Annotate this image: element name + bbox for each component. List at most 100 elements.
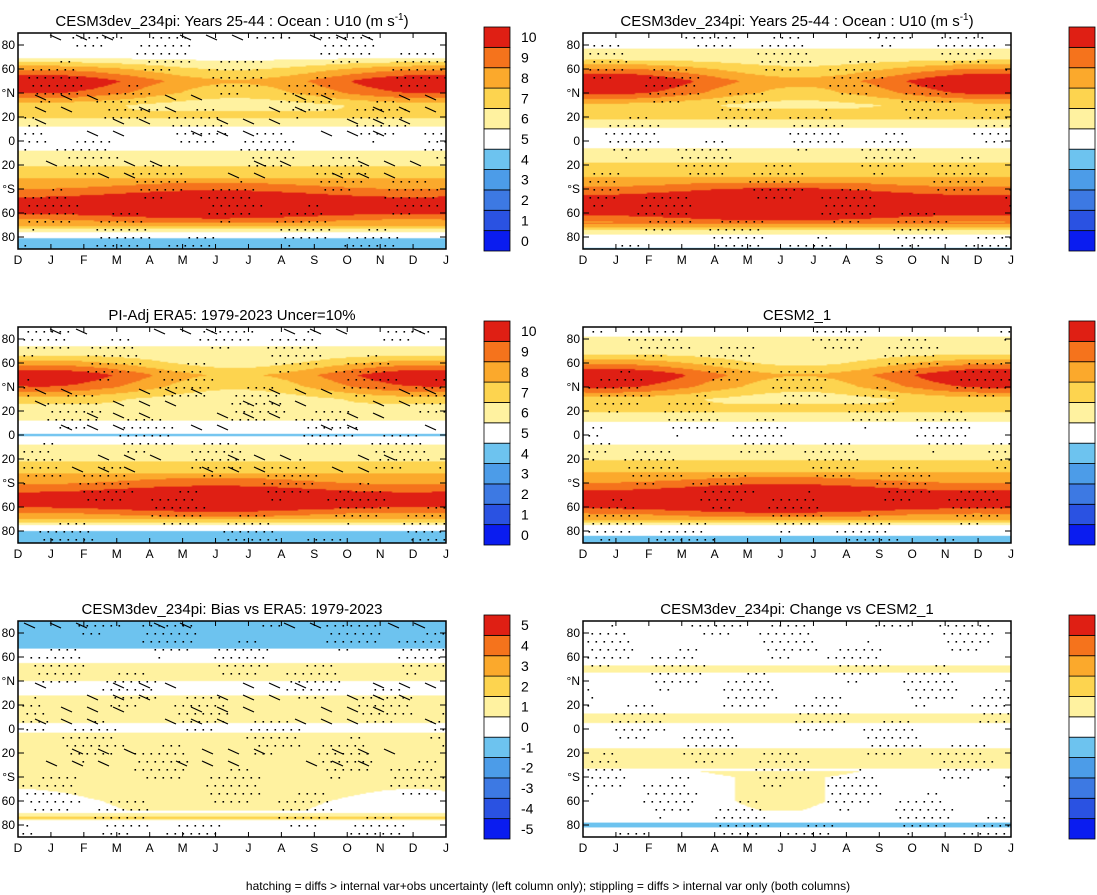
y-tick-label: 20 (567, 452, 581, 466)
x-tick-label: F (80, 253, 87, 267)
y-tick-label: 20 (567, 158, 581, 172)
colorbar-label: 5 (521, 425, 529, 441)
y-tick-label: 60 (2, 206, 16, 220)
colorbar-label: -4 (521, 800, 534, 816)
colorbar-swatch (1068, 189, 1096, 211)
x-tick-label: J (778, 253, 784, 267)
y-tick-label: 60 (567, 500, 581, 514)
hatching (34, 34, 437, 179)
panel-1: CESM3dev_234pi: Years 25-44 : Ocean : U1… (2, 12, 537, 267)
colorbar-swatch (1068, 46, 1096, 69)
y-tick-label: 80 (2, 626, 16, 640)
colorbar-swatch (483, 148, 511, 170)
y-tick-label: °S (567, 182, 580, 196)
colorbar-swatch (1068, 797, 1096, 820)
colorbar-label: 1 (521, 212, 529, 228)
x-tick-label: J (245, 841, 251, 855)
x-tick-label: J (48, 841, 54, 855)
colorbar-label: 2 (521, 486, 529, 502)
y-tick-label: 0 (8, 134, 15, 148)
y-tick-label: 20 (567, 404, 581, 418)
colorbar-swatch (483, 46, 511, 69)
colorbar-swatch (1068, 402, 1096, 424)
colorbar-swatch (1068, 736, 1096, 758)
x-tick-label: M (178, 547, 188, 561)
y-tick-label: °S (567, 476, 580, 490)
colorbar-swatch (1068, 381, 1096, 403)
y-tick-label: 20 (2, 452, 16, 466)
colorbar-swatch (483, 442, 511, 464)
colorbar-label: 3 (521, 466, 529, 482)
x-tick-label: S (310, 253, 318, 267)
x-tick-label: M (677, 547, 687, 561)
colorbar-swatch (1068, 675, 1096, 697)
colorbar-swatch (483, 524, 511, 546)
x-tick-label: O (908, 547, 917, 561)
colorbar-swatch (483, 483, 511, 505)
colorbar-swatch (483, 614, 511, 636)
y-tick-label: °N (2, 380, 15, 394)
colorbar-swatch (483, 716, 511, 738)
x-tick-label: A (711, 547, 719, 561)
y-tick-label: 80 (567, 626, 581, 640)
y-tick-label: °N (567, 380, 580, 394)
x-tick-label: A (842, 547, 850, 561)
colorbar-swatch (483, 503, 511, 526)
y-tick-label: °N (567, 86, 580, 100)
colorbar: 0 1 2 3 4 5 6 7 8 9 10 (483, 320, 537, 546)
colorbar-swatch (1068, 524, 1096, 546)
stippling (23, 331, 446, 541)
colorbar-swatch (483, 777, 511, 799)
y-tick-label: 20 (567, 746, 581, 760)
colorbar-swatch (483, 209, 511, 232)
y-tick-label: 0 (573, 428, 580, 442)
x-tick-label: N (941, 841, 950, 855)
x-tick-label: M (743, 841, 753, 855)
x-tick-label: M (112, 547, 122, 561)
colorbar: -5 -4 -3 -2 -1 0 1 2 3 4 5 (483, 614, 534, 840)
x-tick-label: M (178, 253, 188, 267)
colorbar-label: -3 (521, 780, 534, 796)
y-tick-label: 0 (8, 428, 15, 442)
colorbar-swatch (483, 463, 511, 485)
colorbar-swatch (1068, 108, 1096, 130)
field-raster (583, 327, 1011, 543)
colorbar-swatch (483, 402, 511, 424)
x-tick-label: D (974, 547, 983, 561)
colorbar-label: 5 (521, 131, 529, 147)
y-tick-label: 80 (567, 38, 581, 52)
x-tick-label: J (1008, 547, 1014, 561)
y-tick-label: 80 (2, 332, 16, 346)
panel-title: PI-Adj ERA5: 1979-2023 Uncer=10% (108, 307, 355, 324)
x-tick-label: J (213, 841, 219, 855)
x-tick-label: N (376, 253, 385, 267)
panel-title: CESM3dev_234pi: Years 25-44 : Ocean : U1… (55, 12, 408, 30)
x-tick-label: J (613, 547, 619, 561)
panel-5: CESM3dev_234pi: Bias vs ERA5: 1979-2023 8… (2, 601, 534, 855)
colorbar-swatch (483, 736, 511, 758)
colorbar-swatch (1068, 67, 1096, 89)
colorbar-label: -2 (521, 760, 534, 776)
y-tick-label: 60 (567, 356, 581, 370)
x-tick-label: S (875, 547, 883, 561)
colorbar-label: 0 (521, 527, 529, 543)
colorbar-swatch (483, 108, 511, 130)
x-tick-label: F (645, 547, 652, 561)
y-tick-label: °S (567, 770, 580, 784)
colorbar-label: 3 (521, 172, 529, 188)
x-tick-label: F (80, 841, 87, 855)
x-tick-label: D (579, 841, 588, 855)
colorbar-swatch (483, 655, 511, 677)
panel-3: PI-Adj ERA5: 1979-2023 Uncer=10%8060°N20… (2, 307, 537, 561)
colorbar-label: 4 (521, 445, 529, 461)
panel-title: CESM3dev_234pi: Years 25-44 : Ocean : U1… (620, 12, 973, 30)
colorbar-label: 0 (521, 233, 529, 249)
stippling (22, 625, 445, 835)
x-tick-label: J (48, 253, 54, 267)
footnote: hatching = diffs > internal var+obs unce… (246, 879, 850, 893)
x-tick-label: O (343, 253, 352, 267)
x-tick-label: D (579, 547, 588, 561)
colorbar-swatch (483, 757, 511, 779)
y-tick-label: °N (567, 674, 580, 688)
y-tick-label: 80 (2, 38, 16, 52)
